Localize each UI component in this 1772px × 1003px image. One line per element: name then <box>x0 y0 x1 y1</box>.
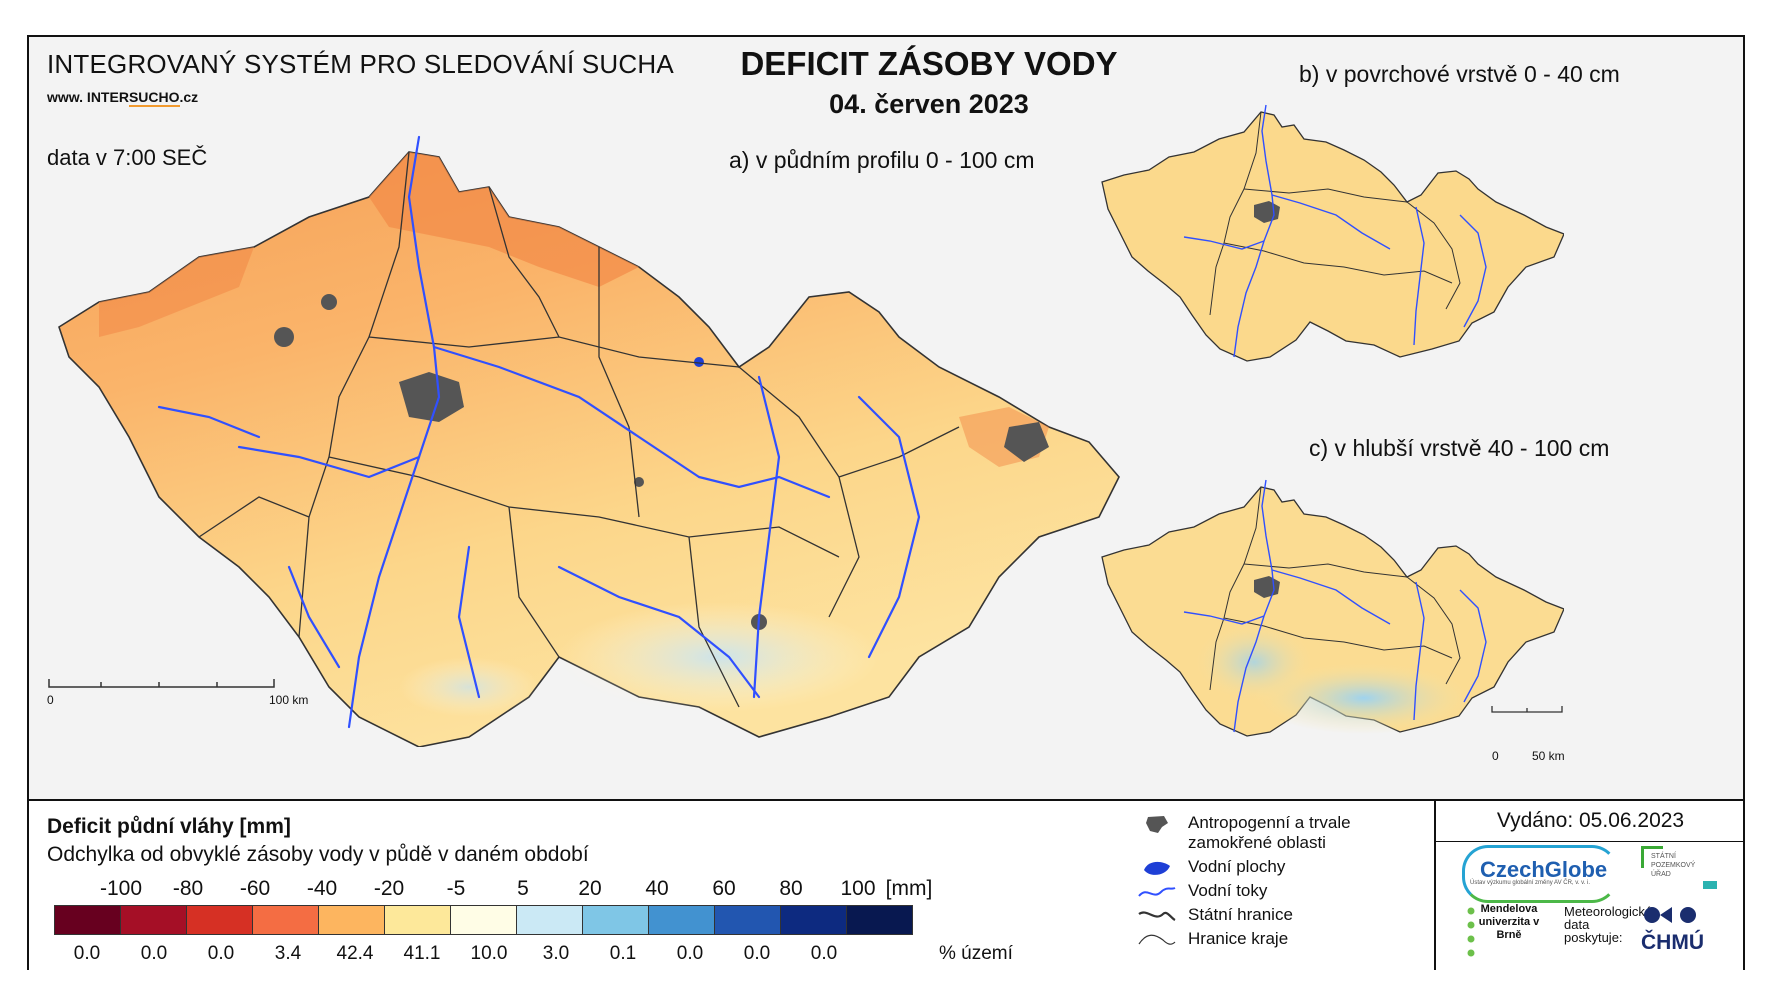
chmu-note: Meteorologická data poskytuje: <box>1564 904 1653 945</box>
small-map-c <box>1101 479 1564 737</box>
legend-percent: 0.0 <box>207 943 235 964</box>
legend-percents: 0.0 0.0 0.0 3.4 42.4 41.1 10.0 3.0 0.1 0… <box>54 943 934 967</box>
legend-tick: 60 <box>712 877 736 900</box>
region-border-icon <box>1134 929 1180 951</box>
legend-ticks: -100 -80 -60 -40 -20 -5 5 20 40 60 80 10… <box>79 877 979 903</box>
spu-mark-icon <box>1641 846 1663 868</box>
legend-percent: 0.0 <box>743 943 771 964</box>
map-frame: INTEGROVANÝ SYSTÉM PRO SLEDOVÁNÍ SUCHA w… <box>27 35 1745 970</box>
symbol-legend: Antropogenní a trvale zamokřené oblasti … <box>1134 801 1444 970</box>
legend-area: Deficit půdní vláhy [mm] Odchylka od obv… <box>29 799 1745 970</box>
legend-color-box <box>252 905 319 935</box>
main-map <box>48 135 1120 747</box>
website-prefix: www. INTER <box>47 89 129 105</box>
panel-c-title: c) v hlubší vrstvě 40 - 100 cm <box>1309 435 1610 461</box>
legend-percent: 3.0 <box>542 943 570 964</box>
legend-color-box <box>450 905 517 935</box>
issued-box: Vydáno: 05.06.2023 CzechGlobe Ústav výzk… <box>1434 801 1745 970</box>
legend-subtitle: Odchylka od obvyklé zásoby vody v půdě v… <box>47 843 589 866</box>
website-highlight: SUCHO <box>128 89 180 107</box>
small-scale-start: 0 <box>1492 749 1499 763</box>
symbol-state-border-row: Státní hranice <box>1134 905 1293 927</box>
legend-color-box <box>54 905 121 935</box>
legend-tick: -20 <box>373 877 405 900</box>
legend-color-box <box>384 905 451 935</box>
legend-color-box <box>714 905 781 935</box>
legend-color-box <box>582 905 649 935</box>
symbol-urban-label: Antropogenní a trvale zamokřené oblasti <box>1188 813 1351 852</box>
legend-percent: 0.1 <box>609 943 637 964</box>
issued-date: Vydáno: 05.06.2023 <box>1436 801 1745 842</box>
website-link[interactable]: www. INTERSUCHO.cz <box>47 89 199 107</box>
spu-logo: STÁTNÍ POZEMKOVÝ ÚŘAD <box>1641 846 1721 889</box>
legend-percent: 0.0 <box>73 943 101 964</box>
small-scale-bar <box>1491 706 1563 713</box>
water-body-icon <box>1134 857 1180 879</box>
spu-text: STÁTNÍ POZEMKOVÝ ÚŘAD <box>1651 853 1696 878</box>
chmu-logo: ČHMÚ <box>1641 931 1704 954</box>
legend-unit: [mm] <box>885 877 933 900</box>
legend-tick: 40 <box>645 877 669 900</box>
panel-b-title: b) v povrchové vrstvě 0 - 40 cm <box>1299 61 1620 87</box>
czechglobe-text: CzechGlobe <box>1480 857 1608 882</box>
main-scale-bar <box>48 679 275 688</box>
legend-color-box <box>648 905 715 935</box>
legend-color-box <box>186 905 253 935</box>
legend-color-box <box>846 905 913 935</box>
symbol-urban-row: Antropogenní a trvale zamokřené oblasti <box>1134 813 1408 853</box>
legend-color-box <box>780 905 847 935</box>
data-time: data v 7:00 SEČ <box>47 145 208 170</box>
mendel-university-logo: Mendelova univerzita v Brně <box>1478 903 1540 941</box>
symbol-rivers-row: Vodní toky <box>1134 881 1267 903</box>
main-date: 04. červen 2023 <box>829 89 1029 119</box>
legend-tick: -40 <box>306 877 338 900</box>
legend-color-box <box>318 905 385 935</box>
czechglobe-subtitle: Ústav výzkumu globální změny AV ČR, v. v… <box>1470 880 1591 886</box>
legend-color-box <box>516 905 583 935</box>
river-line-icon <box>1134 881 1180 903</box>
legend-tick: 5 <box>517 877 529 900</box>
symbol-state-border-label: Státní hranice <box>1188 905 1293 924</box>
legend-tick: 100 <box>840 877 876 900</box>
chmu-mark-icon <box>1644 907 1696 923</box>
legend-percent: 0.0 <box>140 943 168 964</box>
legend-percent: 0.0 <box>676 943 704 964</box>
legend-tick: -5 <box>446 877 466 900</box>
small-scale-end: 50 km <box>1532 749 1565 763</box>
legend-tick: -80 <box>172 877 204 900</box>
map-area: INTEGROVANÝ SYSTÉM PRO SLEDOVÁNÍ SUCHA w… <box>29 37 1743 799</box>
legend-tick: -100 <box>99 877 143 900</box>
legend-percent: 41.1 <box>403 943 441 964</box>
legend-percent: 10.0 <box>470 943 508 964</box>
percent-label: % území <box>939 943 1013 964</box>
system-title: INTEGROVANÝ SYSTÉM PRO SLEDOVÁNÍ SUCHA <box>47 49 674 79</box>
main-title: DEFICIT ZÁSOBY VODY <box>740 45 1118 82</box>
legend-title: Deficit půdní vláhy [mm] <box>47 815 291 838</box>
legend-percent: 3.4 <box>274 943 302 964</box>
symbol-rivers-label: Vodní toky <box>1188 881 1268 900</box>
mendel-dots-icon <box>1467 907 1475 957</box>
czechglobe-logo: CzechGlobe <box>1462 845 1618 903</box>
symbol-region-border-label: Hranice kraje <box>1188 929 1289 948</box>
legend-tick: 80 <box>779 877 803 900</box>
legend-percent: 42.4 <box>336 943 374 964</box>
legend-color-box <box>120 905 187 935</box>
legend-percent: 0.0 <box>810 943 838 964</box>
small-map-b <box>1101 104 1564 362</box>
legend-tick: 20 <box>578 877 602 900</box>
symbol-water-label: Vodní plochy <box>1188 857 1286 876</box>
main-scale-start: 0 <box>47 693 54 707</box>
urban-area-icon <box>1134 813 1180 835</box>
legend-color-bar <box>54 905 913 937</box>
state-border-icon <box>1134 905 1180 927</box>
main-scale-end: 100 km <box>269 693 309 707</box>
panel-a-title: a) v půdním profilu 0 - 100 cm <box>729 147 1035 173</box>
website-suffix: .cz <box>179 89 199 105</box>
symbol-water-row: Vodní plochy <box>1134 857 1285 879</box>
legend-tick: -60 <box>239 877 271 900</box>
symbol-region-border-row: Hranice kraje <box>1134 929 1288 951</box>
